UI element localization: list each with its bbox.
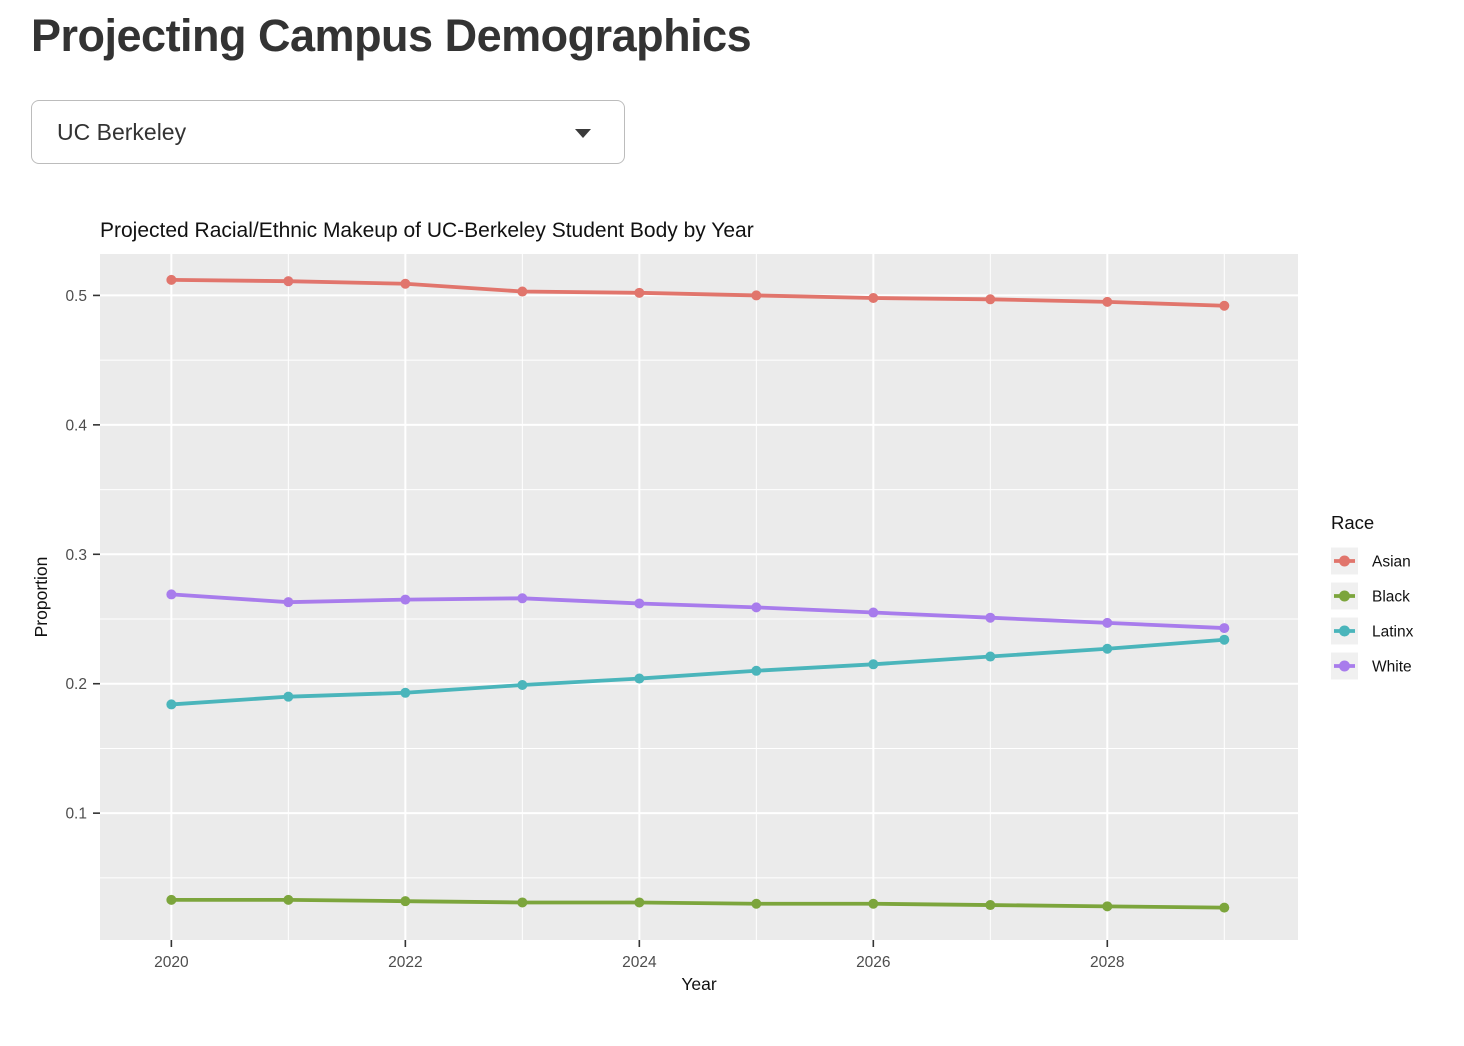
- x-axis-title: Year: [681, 974, 717, 994]
- university-select[interactable]: UC Berkeley: [31, 100, 625, 164]
- data-point-latinx: [751, 665, 762, 676]
- data-point-asian: [868, 293, 879, 304]
- page-title: Projecting Campus Demographics: [31, 10, 752, 61]
- y-tick-label: 0.5: [65, 288, 87, 305]
- data-point-black: [1102, 901, 1113, 912]
- legend-label-white: White: [1372, 659, 1412, 676]
- data-point-black: [985, 900, 996, 911]
- plot-panel: [100, 254, 1298, 940]
- y-tick-label: 0.3: [65, 547, 87, 564]
- data-point-white: [517, 593, 528, 604]
- legend-key-point-latinx: [1339, 625, 1350, 637]
- series-line-black: [169, 897, 1227, 910]
- data-point-asian: [400, 278, 411, 289]
- chevron-down-icon: [575, 129, 591, 138]
- data-point-latinx: [985, 651, 996, 662]
- data-point-asian: [634, 287, 645, 298]
- data-point-asian: [985, 294, 996, 305]
- x-tick-label: 2020: [154, 954, 189, 971]
- legend-key-point-white: [1339, 660, 1350, 672]
- data-point-white: [166, 589, 177, 600]
- data-point-white: [985, 612, 996, 623]
- data-point-black: [517, 897, 528, 908]
- data-point-latinx: [517, 680, 528, 691]
- data-point-asian: [1102, 296, 1113, 307]
- x-tick-label: 2028: [1090, 954, 1124, 971]
- data-point-latinx: [283, 691, 294, 702]
- data-point-white: [868, 607, 879, 618]
- data-point-asian: [751, 290, 762, 301]
- y-tick-label: 0.1: [65, 806, 87, 823]
- data-point-white: [400, 594, 411, 605]
- data-point-black: [400, 896, 411, 907]
- legend-key-point-black: [1339, 590, 1350, 602]
- x-tick-label: 2026: [856, 954, 890, 971]
- data-point-latinx: [1102, 643, 1113, 654]
- series-line-asian: [169, 277, 1227, 308]
- legend-label-black: Black: [1372, 589, 1410, 606]
- data-point-latinx: [166, 699, 177, 710]
- university-select-value: UC Berkeley: [57, 118, 187, 145]
- legend-label-asian: Asian: [1372, 554, 1411, 571]
- data-point-latinx: [1219, 634, 1230, 645]
- x-tick-label: 2022: [388, 954, 422, 971]
- y-axis-title: Proportion: [31, 557, 51, 638]
- data-point-asian: [283, 276, 294, 287]
- data-point-latinx: [400, 687, 411, 698]
- data-point-latinx: [634, 673, 645, 684]
- data-point-black: [868, 898, 879, 909]
- legend-key-point-asian: [1339, 555, 1350, 567]
- data-point-white: [1219, 623, 1230, 634]
- chart-title: Projected Racial/Ethnic Makeup of UC-Ber…: [100, 219, 754, 242]
- data-point-white: [634, 598, 645, 609]
- data-point-white: [1102, 617, 1113, 628]
- chart-canvas: Projected Racial/Ethnic Makeup of UC-Ber…: [31, 219, 1414, 994]
- data-point-latinx: [868, 659, 879, 670]
- legend-label-latinx: Latinx: [1372, 624, 1414, 641]
- data-point-asian: [166, 274, 177, 285]
- data-point-asian: [1219, 300, 1230, 311]
- legend-title: Race: [1331, 512, 1374, 533]
- series-line-latinx: [169, 637, 1227, 707]
- data-point-asian: [517, 286, 528, 297]
- y-tick-label: 0.4: [65, 417, 87, 434]
- data-point-white: [751, 602, 762, 613]
- data-point-black: [634, 897, 645, 908]
- data-point-black: [283, 894, 294, 905]
- x-tick-label: 2024: [622, 954, 657, 971]
- data-point-black: [166, 894, 177, 905]
- series-line-white: [169, 592, 1227, 630]
- demographics-chart: Projected Racial/Ethnic Makeup of UC-Ber…: [0, 205, 1464, 1015]
- y-tick-label: 0.2: [65, 676, 87, 693]
- data-point-black: [1219, 902, 1230, 913]
- data-point-white: [283, 597, 294, 608]
- data-point-black: [751, 898, 762, 909]
